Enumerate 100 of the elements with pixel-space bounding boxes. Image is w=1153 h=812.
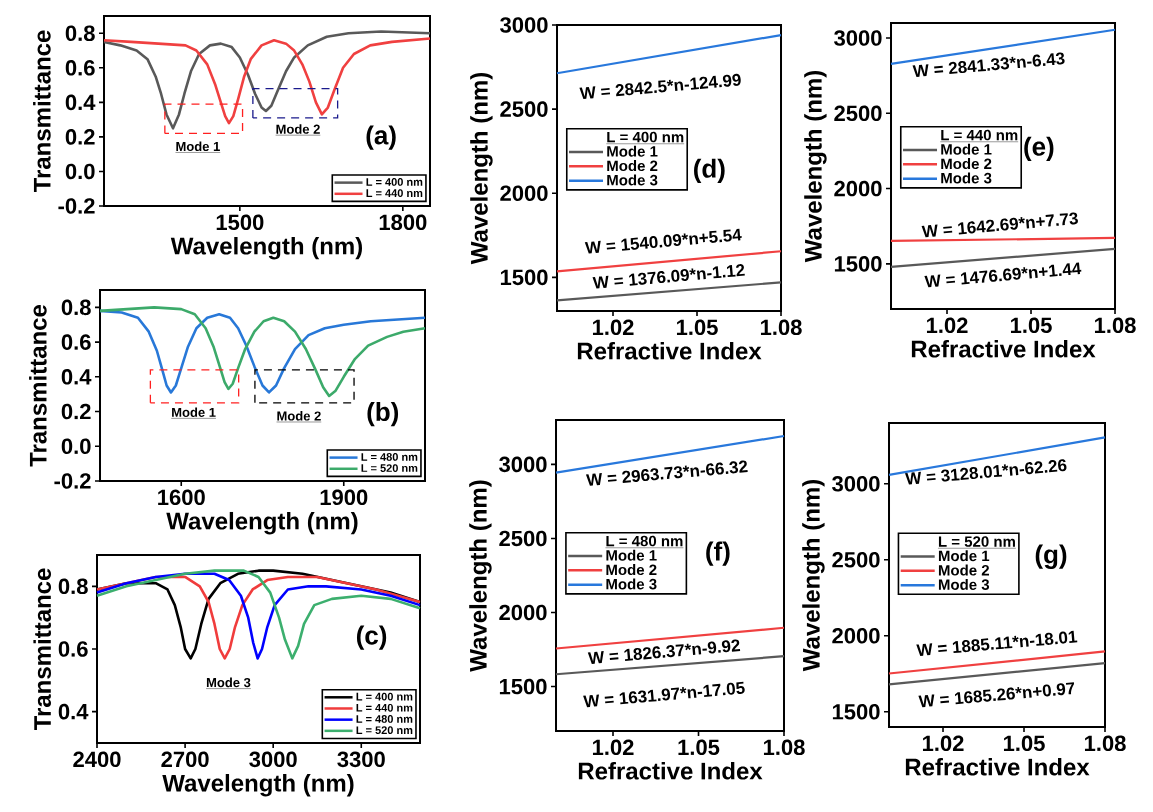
annotation: W = 1631.97*n-17.05 — [583, 681, 745, 708]
legend-label: Mode 2 — [607, 160, 658, 172]
y-axis-title: Wavelength (nm) — [804, 70, 827, 263]
x-tick-label: 1.05 — [678, 739, 720, 756]
x-tick-label: 1.05 — [1010, 317, 1052, 334]
y-tick-label: 2000 — [499, 604, 547, 621]
x-tick-label: 1.08 — [760, 319, 802, 336]
y-tick-label: 0.0 — [65, 163, 95, 180]
y-tick-label: 0.4 — [61, 369, 92, 385]
x-axis-title: Wavelength (nm) — [166, 511, 358, 535]
legend-label: Mode 3 — [606, 578, 657, 590]
y-axis-title: Wavelength (nm) — [469, 480, 492, 672]
annotation: W = 1376.09*n-1.12 — [592, 264, 745, 289]
y-tick-label: 0.8 — [65, 25, 95, 42]
y-axis-title: Transmittance — [29, 304, 47, 467]
annotation: Mode 2 — [276, 124, 320, 134]
annotation: (d) — [694, 158, 725, 183]
x-axis-title: Refractive Index — [905, 757, 1090, 776]
annotation: W = 2841.33*n-6.43 — [912, 52, 1065, 77]
annotation: (f) — [706, 541, 730, 566]
x-tick-label: 1600 — [158, 489, 205, 506]
y-tick-label: 3000 — [499, 456, 547, 473]
y-tick-label: 0.6 — [58, 641, 88, 657]
x-axis-title: Refractive Index — [911, 339, 1096, 358]
y-tick-label: 1500 — [834, 256, 882, 272]
x-axis-title: Wavelength (nm) — [162, 774, 354, 797]
y-tick-label: 0.0 — [61, 438, 91, 455]
x-tick-label: 3300 — [337, 751, 385, 768]
y-tick-label: 2500 — [834, 105, 882, 122]
y-axis-title: Transmittance — [33, 30, 51, 193]
y-tick-label: 2000 — [832, 628, 880, 644]
legend-label: L = 480 nm — [356, 715, 413, 723]
x-tick-label: 1.02 — [592, 739, 634, 756]
annotation: Mode 2 — [277, 411, 321, 421]
legend-label: Mode 1 — [941, 143, 992, 155]
x-tick-label: 1.02 — [592, 319, 634, 336]
x-axis-title: Refractive Index — [577, 341, 762, 360]
legend-title: L = 480 nm — [606, 535, 683, 547]
legend-label: L = 440 nm — [356, 703, 413, 712]
y-tick-label: 0.8 — [61, 299, 91, 316]
legend-label: Mode 1 — [606, 549, 657, 561]
legend-label: Mode 3 — [941, 172, 992, 184]
legend-label: L = 440 nm — [366, 189, 423, 198]
y-tick-label: 0.2 — [65, 129, 95, 145]
annotation: (g) — [1035, 544, 1067, 569]
y-tick-label: 2500 — [832, 552, 880, 568]
annotation: Mode 3 — [206, 677, 251, 688]
annotation: W = 2963.73*n-66.32 — [585, 460, 748, 486]
annotation: (e) — [1024, 136, 1054, 161]
annotation: (b) — [367, 402, 399, 427]
y-tick-label: 0.6 — [65, 60, 95, 76]
legend-label: Mode 2 — [941, 158, 992, 170]
x-tick-label: 1800 — [379, 214, 427, 231]
x-tick-label: 1.08 — [1094, 317, 1136, 334]
annotation: W = 3128.01*n-62.26 — [904, 459, 1067, 485]
x-tick-label: 1.02 — [922, 735, 964, 752]
legend-label: Mode 2 — [606, 564, 657, 576]
annotation: W = 1685.26*n+0.97 — [918, 682, 1075, 708]
x-tick-label: 1.08 — [1084, 735, 1126, 752]
y-tick-label: -0.2 — [54, 473, 91, 489]
y-axis-title: Wavelength (nm) — [470, 72, 493, 265]
y-tick-label: 2000 — [834, 180, 882, 197]
legend-title: L = 520 nm — [938, 536, 1015, 547]
y-tick-label: -0.2 — [58, 198, 95, 214]
annotation: Mode 1 — [176, 141, 220, 152]
y-axis-title: Transmittance — [33, 568, 52, 731]
x-axis-title: Refractive Index — [578, 761, 763, 780]
legend-label: Mode 3 — [938, 578, 990, 590]
annotation: W = 2842.5*n-124.99 — [579, 73, 741, 100]
legend-title: L = 400 nm — [607, 131, 684, 143]
x-tick-label: 1900 — [320, 489, 368, 506]
annotation: W = 1540.09*n+5.54 — [584, 228, 742, 254]
y-tick-label: 0.4 — [65, 94, 96, 111]
y-tick-label: 3000 — [832, 475, 880, 492]
legend-label: L = 480 nm — [361, 453, 418, 461]
legend-label: Mode 2 — [938, 564, 989, 576]
annotation: W = 1885.11*n-18.01 — [916, 630, 1078, 656]
y-tick-label: 0.2 — [61, 403, 91, 420]
y-tick-label: 2000 — [500, 185, 548, 202]
x-tick-label: 3000 — [249, 751, 297, 768]
annotation: W = 1642.69*n+7.73 — [921, 212, 1078, 238]
annotation: (c) — [356, 625, 387, 650]
legend-label: L = 400 nm — [366, 178, 423, 186]
y-tick-label: 0.4 — [58, 703, 89, 720]
x-tick-label: 1.05 — [676, 319, 718, 336]
x-tick-label: 1.05 — [1003, 735, 1045, 752]
y-tick-label: 1500 — [500, 269, 548, 286]
legend-label: L = 400 nm — [356, 692, 413, 701]
y-tick-label: 3000 — [834, 30, 882, 46]
legend-label: Mode 1 — [607, 145, 658, 157]
y-tick-label: 3000 — [500, 17, 548, 33]
legend-label: L = 520 nm — [361, 464, 418, 472]
legend-title: L = 440 nm — [941, 129, 1018, 141]
legend-label: L = 520 nm — [356, 726, 413, 735]
y-tick-label: 2500 — [499, 530, 547, 547]
x-tick-label: 1.08 — [763, 739, 805, 756]
legend-label: Mode 3 — [607, 174, 658, 186]
y-tick-label: 1500 — [499, 678, 547, 695]
x-axis-title: Wavelength (nm) — [170, 236, 363, 260]
y-tick-label: 0.8 — [58, 578, 88, 595]
